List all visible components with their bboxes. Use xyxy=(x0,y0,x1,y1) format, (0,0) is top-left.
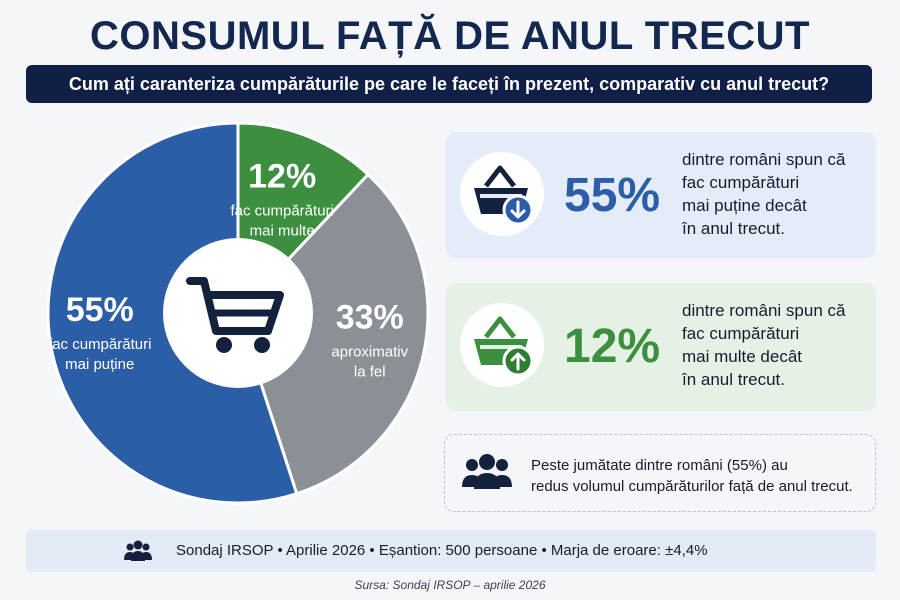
question-banner: Cum ați caranteriza cumpărăturile pe car… xyxy=(26,65,872,103)
stat-percent: 55% xyxy=(564,169,661,222)
pie-slice-percent-label: 55% xyxy=(66,291,134,329)
pie-slice-percent-label: 33% xyxy=(336,298,404,336)
pie-slice-label: aproximativ xyxy=(331,343,408,360)
shopping-cart-icon xyxy=(186,277,284,353)
summary-note: Peste jumătate dintre români (55%) au re… xyxy=(444,434,876,512)
people-icon xyxy=(462,454,512,489)
source-note: Sursa: Sondaj IRSOP – aprilie 2026 xyxy=(354,578,546,592)
pie-chart: 12% fac cumpărături mai multe 33% aproximati… xyxy=(46,121,430,505)
stat-description: dintre români spun că fac cumpărături ma… xyxy=(682,301,846,389)
summary-text: Peste jumătate dintre români (55%) au re… xyxy=(531,457,853,495)
basket-up-icon xyxy=(474,316,534,377)
stat-card-more: 12% dintre români spun că fac cumpărătur… xyxy=(446,283,876,411)
pie-slice-percent-label: 12% xyxy=(248,157,316,195)
pie-slice-label: mai multe xyxy=(250,222,315,239)
pie-slice-2 xyxy=(236,172,430,496)
pie-slice-label: la fel xyxy=(354,363,386,380)
survey-info-bar: Sondaj IRSOP • Aprilie 2026 • Eșantion: … xyxy=(26,530,876,572)
page-title: CONSUMUL FAȚĂ DE ANUL TRECUT xyxy=(90,14,810,58)
stat-card-fewer: 55% dintre români spun că fac cumpărătur… xyxy=(446,132,876,258)
basket-down-icon xyxy=(474,165,534,226)
people-icon xyxy=(124,540,152,561)
stat-percent: 12% xyxy=(564,320,661,373)
stat-description: dintre români spun că fac cumpărături ma… xyxy=(682,150,846,238)
pie-slice-label: mai puține xyxy=(65,356,134,373)
pie-slice-label: fac cumpărături xyxy=(230,202,333,219)
pie-slice-label: fac cumpărături xyxy=(48,336,151,353)
survey-info-text: Sondaj IRSOP • Aprilie 2026 • Eșantion: … xyxy=(176,542,708,559)
